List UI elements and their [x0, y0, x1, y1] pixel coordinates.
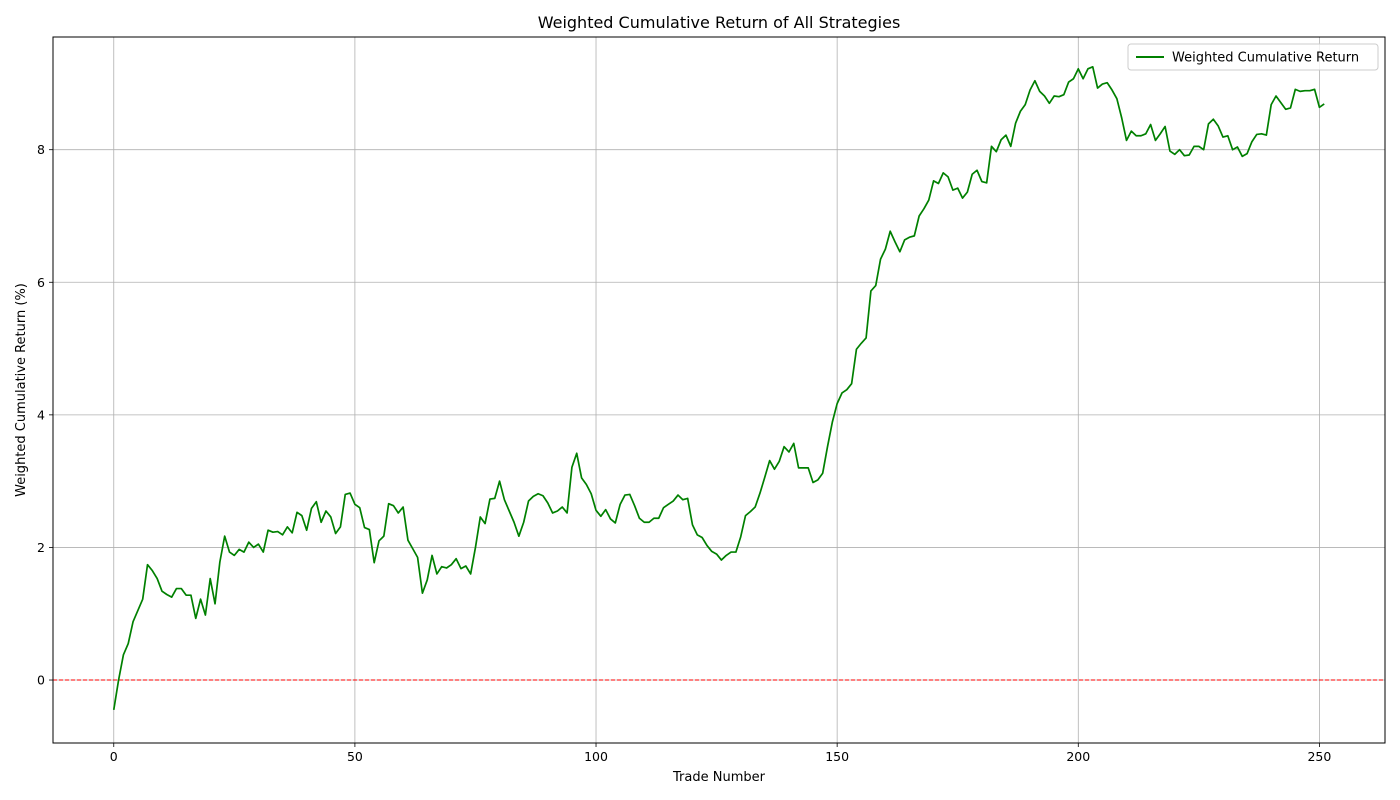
x-tick-label: 100	[584, 749, 608, 764]
legend-label: Weighted Cumulative Return	[1172, 51, 1359, 66]
x-tick-label: 150	[825, 749, 849, 764]
legend: Weighted Cumulative Return	[1127, 43, 1379, 71]
chart-title: Weighted Cumulative Return of All Strate…	[538, 13, 901, 32]
axis-ticks: 0 50 100 150 200 250 0 2 4 6 8	[37, 142, 1331, 764]
grid-lines	[53, 37, 1385, 743]
legend-box	[1127, 43, 1379, 71]
x-tick-label: 0	[110, 749, 118, 764]
y-tick-label: 0	[37, 673, 45, 688]
x-axis-label: Trade Number	[672, 770, 766, 785]
y-tick-label: 4	[37, 407, 45, 422]
y-tick-label: 6	[37, 275, 45, 290]
x-tick-label: 250	[1307, 749, 1331, 764]
plot-area-frame	[52, 36, 1386, 744]
y-tick-label: 8	[37, 142, 45, 157]
y-tick-label: 2	[37, 540, 45, 555]
y-axis-label: Weighted Cumulative Return (%)	[14, 283, 29, 497]
weighted-cumulative-return-line	[112, 65, 1325, 710]
x-tick-label: 50	[347, 749, 363, 764]
x-tick-label: 200	[1066, 749, 1090, 764]
